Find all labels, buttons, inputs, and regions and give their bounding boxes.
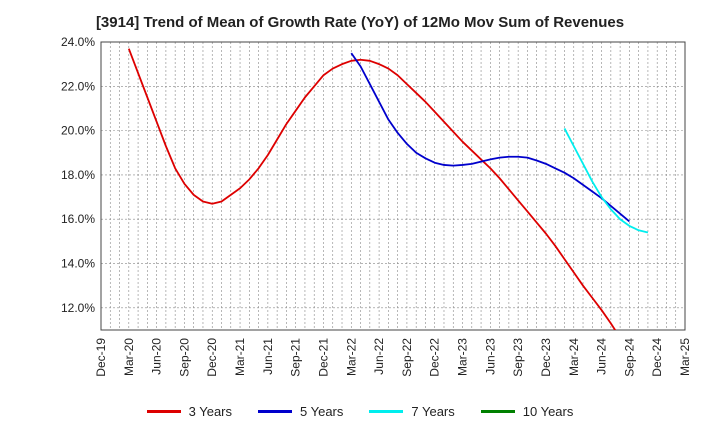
x-tick-label: Dec-20 — [205, 338, 219, 377]
x-tick-label: Jun-22 — [372, 338, 386, 375]
x-tick-label: Jun-23 — [483, 338, 497, 375]
x-tick-label: Sep-20 — [177, 338, 191, 377]
x-tick-label: Mar-22 — [344, 338, 358, 376]
x-tick-label: Mar-23 — [456, 338, 470, 376]
chart-legend: 3 Years 5 Years 7 Years 10 Years — [0, 404, 720, 419]
y-tick-label: 22.0% — [61, 79, 95, 93]
y-tick-label: 12.0% — [61, 301, 95, 315]
x-tick-label: Sep-24 — [622, 338, 636, 377]
y-tick-label: 18.0% — [61, 168, 95, 182]
legend-label: 3 Years — [188, 404, 232, 419]
legend-label: 5 Years — [300, 404, 344, 419]
x-tick-label: Mar-20 — [122, 338, 136, 376]
plot-frame — [100, 41, 686, 331]
legend-swatch — [258, 410, 292, 413]
x-tick-label: Sep-22 — [400, 338, 414, 377]
legend-item: 3 Years — [146, 404, 232, 419]
series-line-3-years — [127, 48, 617, 330]
x-tick-label: Mar-24 — [567, 338, 581, 376]
x-tick-label: Dec-24 — [650, 338, 664, 377]
y-tick-label: 24.0% — [61, 35, 95, 49]
chart-title: [3914] Trend of Mean of Growth Rate (YoY… — [95, 14, 625, 31]
x-tick-label: Dec-21 — [316, 338, 330, 377]
legend-item: 7 Years — [369, 404, 455, 419]
x-tick-label: Dec-23 — [539, 338, 553, 377]
x-tick-label: Dec-19 — [94, 338, 108, 377]
legend-label: 7 Years — [411, 404, 455, 419]
x-tick-label: Dec-22 — [428, 338, 442, 377]
legend-item: 5 Years — [258, 404, 343, 419]
legend-swatch — [480, 410, 515, 413]
y-tick-label: 16.0% — [61, 212, 95, 226]
y-tick-label: 20.0% — [61, 124, 95, 138]
x-tick-label: Jun-20 — [150, 338, 164, 375]
x-tick-label: Sep-21 — [289, 338, 303, 377]
series-group — [127, 48, 649, 330]
grid-lines — [101, 41, 685, 330]
legend-swatch — [146, 410, 181, 413]
x-tick-label: Mar-21 — [233, 338, 247, 376]
x-tick-label: Jun-21 — [261, 338, 275, 375]
legend-label: 10 Years — [522, 404, 574, 419]
series-line-7-years — [563, 127, 649, 234]
x-tick-label: Jun-24 — [595, 338, 609, 375]
x-tick-label: Mar-25 — [678, 338, 692, 376]
legend-item: 10 Years — [480, 404, 574, 419]
x-tick-label: Sep-23 — [511, 338, 525, 377]
y-tick-label: 14.0% — [61, 257, 95, 271]
legend-swatch — [369, 410, 404, 413]
series-line-5-years — [350, 52, 630, 223]
